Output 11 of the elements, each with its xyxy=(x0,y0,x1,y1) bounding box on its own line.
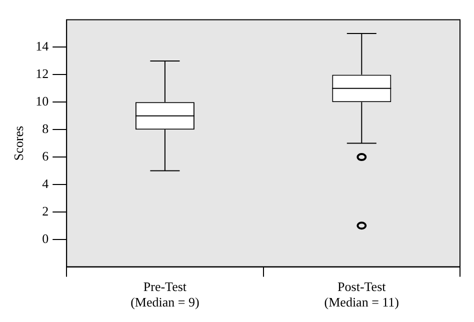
y-axis-title: Scores xyxy=(11,126,26,161)
y-tick-label: 2 xyxy=(42,203,49,218)
y-tick-label: 4 xyxy=(42,176,50,191)
y-tick-label: 0 xyxy=(42,230,49,246)
x-tick-label: Pre-Test (Median = 9) xyxy=(130,279,200,310)
y-tick-label: 8 xyxy=(42,121,49,136)
x-tick-label: Post-Test (Median = 11) xyxy=(324,279,400,310)
y-tick-label: 12 xyxy=(36,66,49,82)
y-tick-label: 6 xyxy=(42,148,50,164)
y-tick-label: 10 xyxy=(36,94,49,109)
y-tick-label: 14 xyxy=(36,38,50,54)
